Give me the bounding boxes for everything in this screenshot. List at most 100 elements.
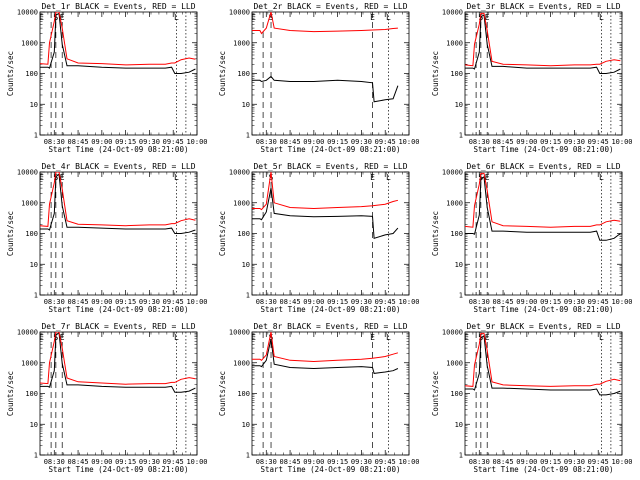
x-tick-label: 09:30 [139, 458, 160, 466]
x-axis-label: Start Time (24-Oct-09 08:21:00) [261, 145, 401, 154]
x-tick-label: 09:30 [351, 458, 372, 466]
x-tick-label: 09:15 [540, 458, 561, 466]
event-marker-label: E [370, 333, 375, 342]
x-tick-label: 08:30 [469, 458, 490, 466]
event-marker-label: E [370, 173, 375, 182]
y-tick-label: 10000 [229, 329, 250, 337]
y-tick-label: 1000 [446, 199, 463, 207]
event-marker-label: E [464, 333, 469, 342]
x-tick-label: 08:30 [469, 138, 490, 146]
panel-3: 1 10 100 1000 10000 08:30 08:45 09:00 09:15 09:30… [431, 2, 633, 154]
x-tick-label: 08:30 [256, 298, 277, 306]
x-tick-label: 10:00 [611, 138, 632, 146]
panel-title: Det_5r BLACK = Events, RED = LLD [253, 162, 407, 171]
lld-series-line [252, 332, 399, 363]
panel-title: Det_6r BLACK = Events, RED = LLD [466, 162, 620, 171]
x-tick-label: 09:45 [588, 298, 609, 306]
x-tick-label: 09:15 [115, 458, 136, 466]
y-tick-label: 1000 [446, 359, 463, 367]
y-axis-label: Counts/sec [6, 211, 15, 256]
y-tick-label: 100 [237, 390, 250, 398]
y-tick-label: 1 [459, 452, 463, 460]
event-marker-label: E [370, 13, 375, 22]
y-tick-label: 1000 [446, 39, 463, 47]
event-marker-label: L [174, 333, 179, 342]
x-tick-label: 10:00 [186, 458, 207, 466]
x-tick-label: 08:45 [493, 138, 514, 146]
x-tick-label: 10:00 [611, 298, 632, 306]
x-tick-label: 10:00 [398, 138, 419, 146]
y-tick-label: 1000 [233, 359, 250, 367]
events-series-line [40, 173, 196, 234]
panel-title: Det_9r BLACK = Events, RED = LLD [466, 322, 620, 331]
event-marker-label: E [39, 173, 44, 182]
events-series-line [40, 12, 196, 74]
lld-series-line [465, 172, 621, 228]
panel-9: 1 10 100 1000 10000 08:30 08:45 09:00 09:15 09:30… [431, 322, 633, 474]
x-tick-label: 09:30 [351, 298, 372, 306]
x-tick-label: 10:00 [398, 298, 419, 306]
x-tick-label: 08:45 [68, 458, 89, 466]
y-tick-label: 10000 [442, 329, 463, 337]
event-marker-label: L [599, 173, 604, 182]
events-series-line [252, 338, 399, 374]
y-tick-label: 10000 [229, 9, 250, 17]
y-axis-label: Counts/sec [6, 51, 15, 96]
x-axis-label: Start Time (24-Oct-09 08:21:00) [261, 305, 401, 314]
x-tick-label: 08:30 [469, 298, 490, 306]
event-marker-label: L [599, 13, 604, 22]
y-tick-label: 100 [450, 70, 463, 78]
y-tick-label: 10 [242, 101, 250, 109]
y-tick-label: 10 [242, 421, 250, 429]
lld-series-line [40, 172, 196, 227]
x-tick-label: 09:45 [375, 298, 396, 306]
y-tick-label: 100 [237, 230, 250, 238]
y-tick-label: 10 [30, 261, 38, 269]
x-tick-label: 09:45 [588, 458, 609, 466]
x-tick-label: 09:15 [327, 298, 348, 306]
event-marker-label: E [485, 333, 490, 342]
y-tick-label: 1 [34, 292, 38, 300]
plot-frame [464, 331, 623, 456]
x-tick-label: 08:30 [256, 138, 277, 146]
x-tick-label: 09:00 [303, 138, 324, 146]
x-tick-label: 09:45 [163, 458, 184, 466]
y-tick-label: 100 [25, 390, 38, 398]
lld-series-line [252, 12, 398, 35]
lld-series-line [252, 172, 399, 211]
x-tick-label: 09:00 [303, 298, 324, 306]
y-tick-label: 10000 [17, 9, 38, 17]
x-axis-label: Start Time (24-Oct-09 08:21:00) [474, 145, 614, 154]
lld-series-line [40, 12, 196, 66]
panel-title: Det_2r BLACK = Events, RED = LLD [253, 2, 407, 11]
y-tick-label: 10000 [17, 329, 38, 337]
x-tick-label: 09:30 [564, 138, 585, 146]
x-tick-label: 10:00 [398, 458, 419, 466]
y-axis-label: Counts/sec [431, 371, 440, 416]
event-marker-label: L [386, 173, 391, 182]
event-marker-label: E [464, 13, 469, 22]
plot-frame [39, 11, 198, 136]
event-marker-label: S [269, 333, 274, 342]
lld-series-line [465, 12, 621, 67]
x-axis-label: Start Time (24-Oct-09 08:21:00) [474, 465, 614, 474]
x-tick-label: 09:15 [327, 458, 348, 466]
y-tick-label: 100 [450, 390, 463, 398]
x-tick-label: 09:45 [163, 298, 184, 306]
event-marker-label: L [386, 13, 391, 22]
y-tick-label: 1000 [233, 199, 250, 207]
event-marker-label: E [60, 13, 65, 22]
panel-8: 1 10 100 1000 10000 08:30 08:45 09:00 09:15 09:30… [218, 322, 420, 474]
plot-frame [464, 11, 623, 136]
events-series-line [465, 334, 621, 396]
x-tick-label: 08:30 [44, 298, 65, 306]
event-marker-label: L [174, 13, 179, 22]
x-tick-label: 09:15 [540, 138, 561, 146]
plot-frame [251, 171, 410, 296]
x-tick-label: 09:15 [540, 298, 561, 306]
panel-2: 1 10 100 1000 10000 08:30 08:45 09:00 09:15 09:30… [218, 2, 420, 154]
y-axis-label: Counts/sec [431, 51, 440, 96]
x-tick-label: 09:15 [115, 298, 136, 306]
events-series-line [252, 188, 399, 239]
lld-series-line [465, 332, 621, 387]
